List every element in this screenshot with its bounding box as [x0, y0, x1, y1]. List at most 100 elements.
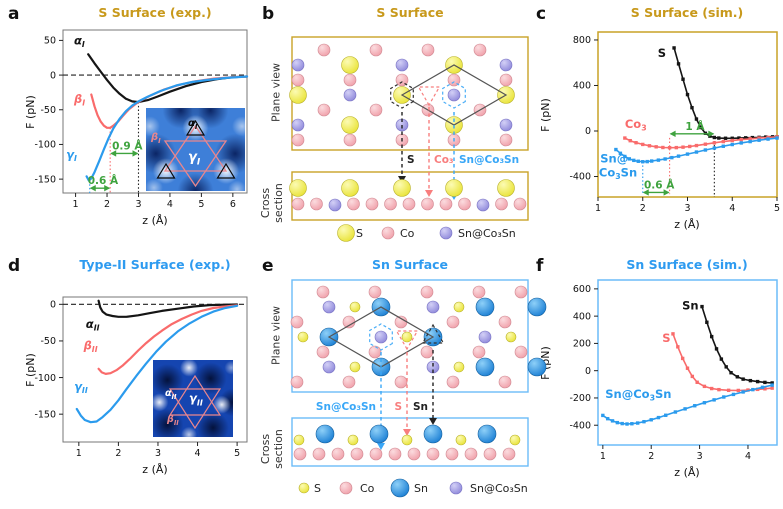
data-point [681, 77, 685, 81]
series-alpha_II [97, 299, 239, 318]
y-tick-label: -400 [569, 172, 591, 183]
legend-ball-Sn [390, 478, 410, 498]
series-label-beta_II: βII​ [83, 339, 98, 355]
x-tick-label: 2 [640, 203, 646, 214]
data-point [694, 117, 699, 121]
site-marker-SnCo3Sn [369, 323, 393, 351]
atom-b-top [475, 357, 495, 377]
x-tick-label: 2 [648, 451, 654, 462]
plot-frame [62, 296, 248, 443]
unit-cell-rhombus [400, 64, 508, 126]
chart-d-exp-type2-surface: 1 2 3 4 5 0 -50 -100 -150 z (Å) F (pN) αII​ βII​ γII​ [24, 296, 248, 476]
data-point [690, 105, 694, 110]
data-point [755, 387, 760, 392]
data-point [614, 147, 618, 152]
atom-sn-subsurface [291, 58, 305, 72]
atom-co [317, 43, 331, 57]
x-tick-label: 4 [745, 451, 751, 462]
data-point [690, 374, 695, 379]
cross-section-box [291, 171, 529, 221]
x-tick-label: 6 [230, 199, 236, 210]
series-gamma_II [75, 304, 239, 424]
inset-a-gamma-label: γI [188, 150, 201, 168]
data-point [683, 407, 687, 411]
y-axis-label: F (pN) [539, 98, 552, 132]
y-tick-label: 400 [573, 311, 591, 322]
atom-s-small [455, 434, 467, 446]
atom-s-small [349, 301, 361, 313]
atom-co [499, 73, 513, 87]
data-point [625, 422, 629, 426]
data-point [699, 125, 703, 130]
atom-co [291, 73, 305, 87]
atom-s-top [341, 56, 359, 74]
series-label-Sn_at_Co3Sn: Sn@Co3​Sn [605, 387, 671, 403]
data-point [755, 379, 760, 384]
data-point [766, 137, 770, 141]
atom-co [420, 345, 434, 359]
data-point [641, 142, 645, 147]
legend-label-S: S [356, 227, 363, 240]
atom-co [447, 73, 461, 87]
atom-co [439, 197, 453, 211]
panel-title-b: S Surface [376, 5, 444, 20]
atom-sn-subsurface [476, 198, 490, 212]
data-point [685, 152, 690, 156]
atom-sn-subsurface [322, 360, 336, 374]
chart-c-sim-s-surface: 1 2 3 4 5 800 400 0 -400 z (Å) F (pN) S Co3​ Sn@Co3​S… [539, 31, 780, 231]
data-point [623, 136, 627, 140]
atom-co [369, 103, 383, 117]
panel-title-a: S Surface (exp.) [98, 5, 212, 20]
panel-title-f: Sn Surface (sim.) [626, 257, 748, 272]
atom-s-small [293, 434, 305, 446]
atom-sn-subsurface [374, 330, 388, 344]
data-point [714, 347, 719, 351]
data-point [681, 145, 685, 149]
cross-section-box [291, 417, 529, 467]
legend-label-Sn@Co₃Sn: Sn@Co₃Sn [470, 482, 528, 495]
atom-s-small [505, 331, 517, 343]
panel-letter-a: a [8, 4, 20, 24]
atom-co [446, 375, 460, 389]
x-tick-label: 4 [195, 448, 201, 459]
site-marker-S [390, 81, 414, 109]
atom-co [342, 315, 356, 329]
atom-co [291, 133, 305, 147]
data-point [724, 365, 728, 369]
alpha-triangle-left [156, 162, 176, 179]
panel-letter-d: d [8, 256, 21, 276]
legend-ball-Co [339, 481, 353, 495]
series-label-Sn_at_Co3Sn: Sn@ [600, 151, 628, 165]
atom-sn-subsurface [343, 88, 357, 102]
atom-s-top [289, 179, 307, 197]
atom-b-top [369, 424, 389, 444]
data-point [757, 138, 761, 142]
data-point [735, 375, 740, 379]
atom-s-top [341, 116, 359, 134]
atom-s-small [453, 361, 465, 373]
data-point [650, 159, 654, 163]
atom-co [388, 447, 402, 461]
atom-sn-subsurface [328, 198, 342, 212]
site-marker-S [395, 330, 419, 351]
data-point [717, 387, 721, 392]
alpha-triangle-top [185, 119, 206, 136]
data-point [671, 332, 675, 336]
series-label-Co3: Co3​ [625, 117, 647, 133]
y-tick-label: 400 [573, 81, 591, 92]
series-label-gamma_I: γI​ [66, 147, 77, 163]
y-tick-label: 0 [50, 70, 56, 81]
x-axis-label: z (Å) [674, 466, 699, 479]
data-point [763, 387, 767, 391]
gamma-triangle [163, 140, 228, 188]
atom-sn-subsurface [478, 330, 492, 344]
site-marker-Sn [421, 323, 445, 344]
atom-co [317, 103, 331, 117]
data-point [642, 419, 646, 424]
atom-co [368, 285, 382, 299]
data-point [719, 357, 724, 361]
x-tick-label: 3 [684, 203, 690, 214]
atom-co [350, 447, 364, 461]
x-tick-label: 1 [73, 199, 79, 210]
